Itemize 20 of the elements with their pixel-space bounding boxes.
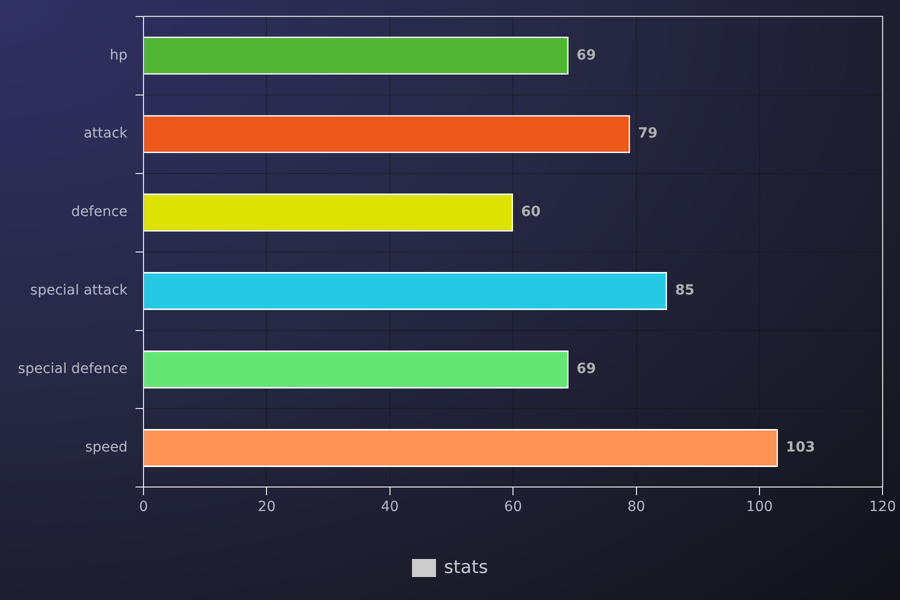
x-tick-label: 20 xyxy=(258,499,276,516)
y-tick-label: special defence xyxy=(18,361,128,378)
text: stats xyxy=(444,557,488,578)
x-tick-label: 80 xyxy=(627,499,646,516)
x-tick-label: 120 xyxy=(869,499,896,516)
data-label: 69 xyxy=(576,361,596,378)
x-tick-label: 0 xyxy=(139,499,148,516)
x-tick-label: 60 xyxy=(504,499,522,516)
y-tick-label: attack xyxy=(84,126,128,142)
data-label: 103 xyxy=(786,440,816,456)
x-tick-label: 100 xyxy=(746,499,773,516)
y-tick-label: special attack xyxy=(30,282,128,299)
data-label: 79 xyxy=(638,126,658,142)
data-label: 69 xyxy=(576,47,596,64)
x-tick-label: 40 xyxy=(380,499,399,516)
y-tick-label: speed xyxy=(85,440,128,456)
data-label: 60 xyxy=(521,204,541,220)
y-tick-label: defence xyxy=(71,204,128,220)
data-label: 85 xyxy=(675,282,695,299)
y-tick-label: hp xyxy=(110,47,128,64)
